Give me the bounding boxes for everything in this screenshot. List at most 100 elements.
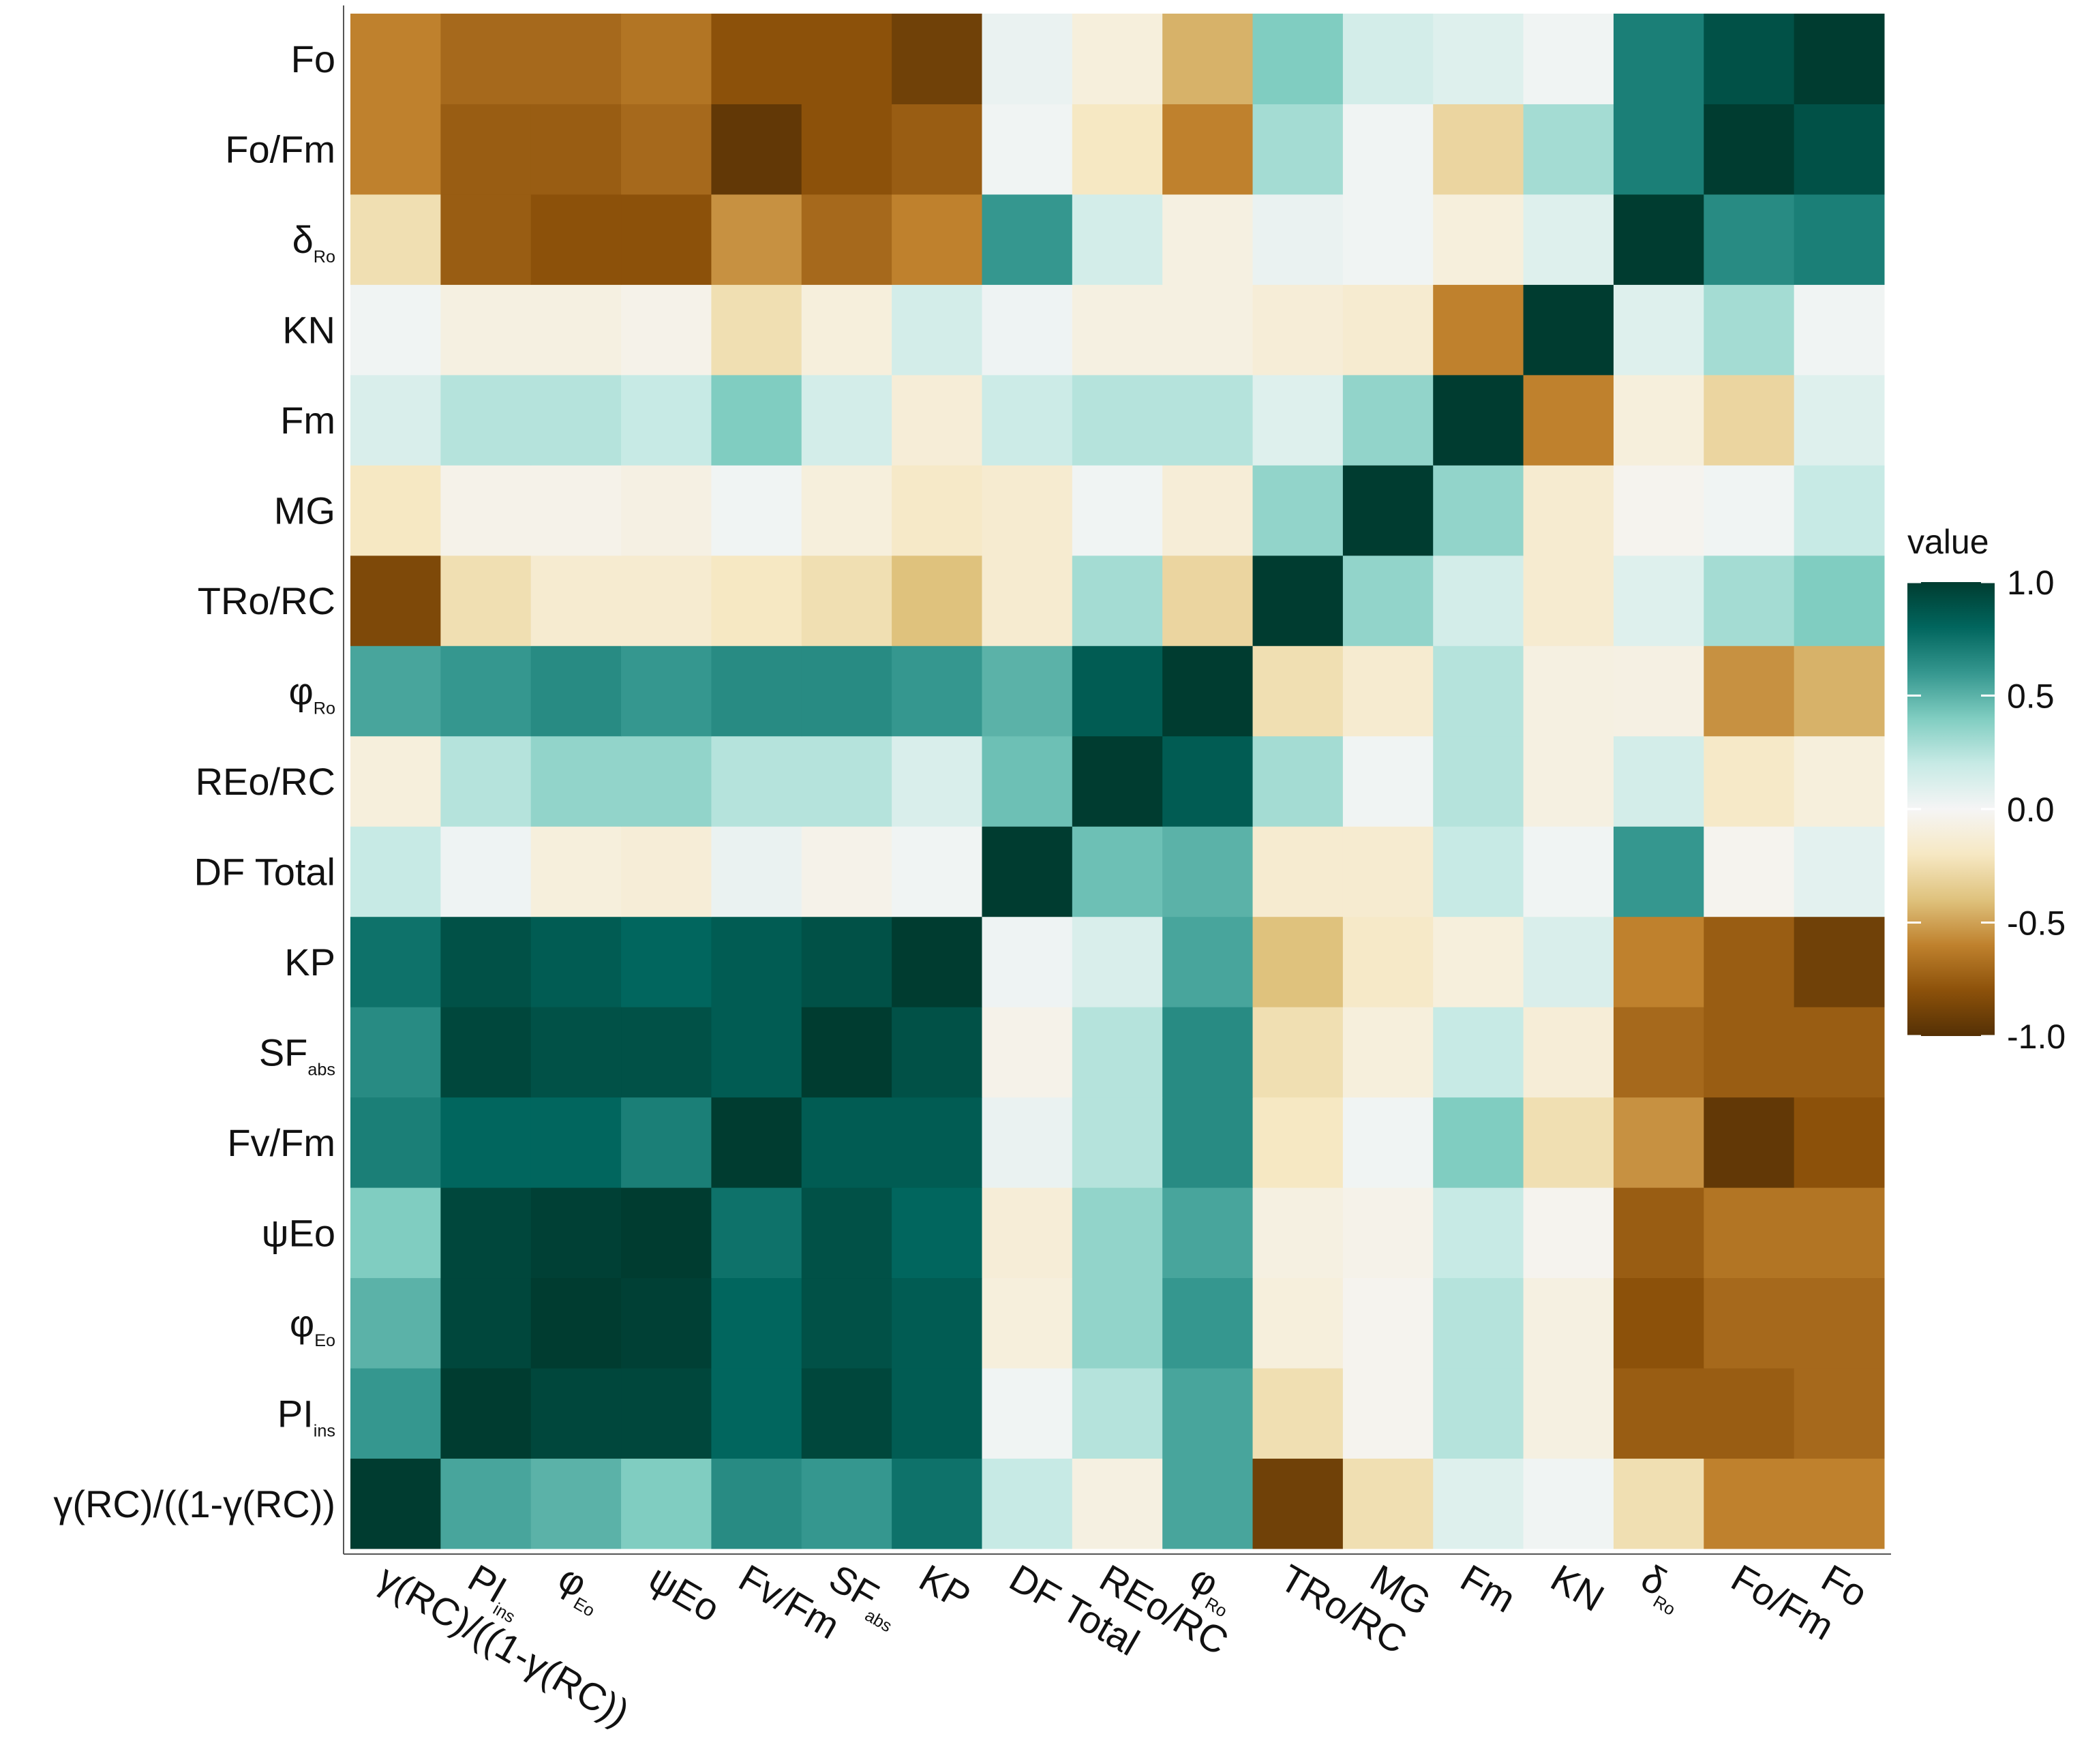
cell bbox=[1523, 916, 1614, 1007]
label-main: MG bbox=[274, 489, 335, 532]
cell bbox=[1252, 194, 1344, 285]
cell bbox=[621, 555, 712, 646]
colorbar-tick-label: 0.0 bbox=[2007, 791, 2055, 829]
cell bbox=[440, 284, 532, 376]
cell bbox=[350, 1277, 441, 1369]
cell bbox=[801, 555, 892, 646]
label-main: ψEo bbox=[641, 1556, 727, 1630]
cell bbox=[530, 1187, 622, 1279]
label-main: Fm bbox=[280, 399, 335, 442]
cell bbox=[530, 826, 622, 917]
label-main: Fv/Fm bbox=[732, 1556, 847, 1647]
cell bbox=[621, 1368, 712, 1459]
cell bbox=[1613, 735, 1704, 827]
cell bbox=[1342, 826, 1434, 917]
cell bbox=[801, 916, 892, 1007]
cell bbox=[801, 284, 892, 376]
cell bbox=[1252, 465, 1344, 556]
cell bbox=[1794, 555, 1885, 646]
cell bbox=[1072, 465, 1163, 556]
label-main: KP bbox=[284, 941, 335, 984]
cell bbox=[530, 194, 622, 285]
cell bbox=[350, 826, 441, 917]
y-tick-label: ψEo bbox=[262, 1211, 335, 1254]
cell bbox=[892, 916, 982, 1007]
cell bbox=[711, 104, 802, 195]
cell bbox=[1072, 374, 1163, 466]
cell bbox=[982, 284, 1073, 376]
cell bbox=[1342, 374, 1434, 466]
cell bbox=[1433, 104, 1524, 195]
y-tick-label: γ(RC)/((1-γ(RC)) bbox=[53, 1482, 335, 1525]
cell bbox=[1794, 284, 1885, 376]
cell bbox=[1252, 1007, 1344, 1098]
cell bbox=[982, 1097, 1073, 1188]
cell bbox=[801, 374, 892, 466]
cell bbox=[982, 1187, 1073, 1279]
cell bbox=[1433, 1368, 1524, 1459]
label-main: TRo/RC bbox=[198, 579, 335, 622]
cell bbox=[1162, 284, 1254, 376]
cell bbox=[1613, 1187, 1704, 1279]
cell bbox=[1342, 1368, 1434, 1459]
cell bbox=[982, 735, 1073, 827]
cell bbox=[982, 826, 1073, 917]
cell bbox=[982, 1007, 1073, 1098]
label-main: γ(RC)/((1-γ(RC)) bbox=[53, 1482, 335, 1525]
cell bbox=[1072, 1368, 1163, 1459]
y-tick-label: KN bbox=[282, 309, 335, 352]
cell bbox=[440, 645, 532, 737]
cell bbox=[350, 555, 441, 646]
cell bbox=[1433, 1007, 1524, 1098]
cell bbox=[711, 465, 802, 556]
cell bbox=[1162, 1097, 1254, 1188]
x-tick-label: φEo bbox=[549, 1556, 613, 1621]
cell bbox=[1704, 1458, 1795, 1549]
x-tick-label: ψEo bbox=[641, 1556, 727, 1630]
cell bbox=[440, 465, 532, 556]
cell bbox=[1704, 104, 1795, 195]
y-tick-label: PIins bbox=[277, 1392, 335, 1440]
cell bbox=[711, 1187, 802, 1279]
cell bbox=[892, 1007, 982, 1098]
cell bbox=[350, 1368, 441, 1459]
label-main: REo/RC bbox=[196, 760, 335, 803]
label-main: SF bbox=[259, 1031, 308, 1074]
cell bbox=[350, 465, 441, 556]
cell bbox=[801, 1458, 892, 1549]
cell bbox=[530, 284, 622, 376]
x-tick-label: Fo/Fm bbox=[1724, 1556, 1841, 1648]
cell bbox=[1162, 735, 1254, 827]
cell bbox=[1794, 1458, 1885, 1549]
y-tick-label: SFabs bbox=[259, 1031, 335, 1079]
x-tick-label: Fm bbox=[1453, 1556, 1523, 1621]
cell bbox=[1162, 1007, 1254, 1098]
cell bbox=[1523, 284, 1614, 376]
cell bbox=[621, 1277, 712, 1369]
cell bbox=[1252, 1187, 1344, 1279]
cell bbox=[440, 1097, 532, 1188]
cell bbox=[530, 1097, 622, 1188]
cell bbox=[1704, 1277, 1795, 1369]
cell bbox=[1342, 1187, 1434, 1279]
cell bbox=[1433, 194, 1524, 285]
cell bbox=[1162, 555, 1254, 646]
cell bbox=[1342, 555, 1434, 646]
cell bbox=[1704, 284, 1795, 376]
cell bbox=[982, 104, 1073, 195]
cell bbox=[1704, 645, 1795, 737]
cell bbox=[1162, 14, 1254, 104]
cell bbox=[530, 1007, 622, 1098]
cell bbox=[1342, 1097, 1434, 1188]
cell bbox=[1252, 826, 1344, 917]
cell bbox=[711, 1007, 802, 1098]
cell bbox=[1613, 104, 1704, 195]
cell bbox=[440, 374, 532, 466]
cell bbox=[711, 1458, 802, 1549]
cell bbox=[982, 555, 1073, 646]
cell bbox=[440, 1007, 532, 1098]
cell bbox=[1704, 555, 1795, 646]
cell bbox=[1342, 194, 1434, 285]
cell bbox=[1704, 465, 1795, 556]
cell bbox=[440, 826, 532, 917]
